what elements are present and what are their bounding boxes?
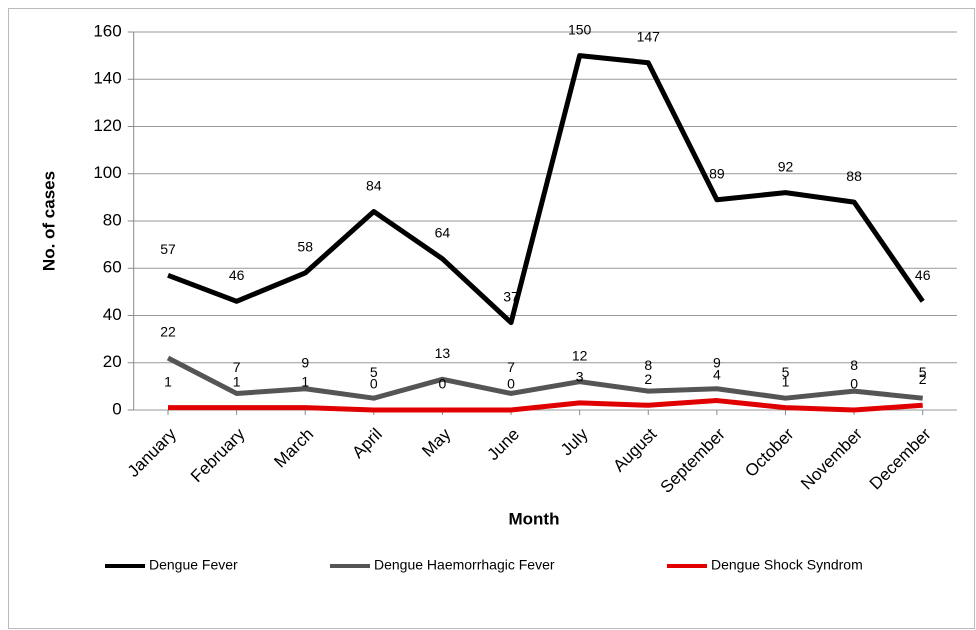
data-label: 37 (503, 288, 519, 304)
data-label: 2 (644, 371, 652, 387)
data-label: 8 (644, 357, 652, 373)
data-label: 84 (366, 177, 382, 193)
x-tick-label: April (348, 425, 385, 462)
data-label: 9 (301, 354, 309, 370)
data-label: 58 (297, 239, 313, 255)
data-label: 89 (709, 165, 725, 181)
x-tick-label: August (609, 424, 660, 475)
data-label: 5 (919, 364, 927, 380)
data-label: 46 (229, 267, 245, 283)
y-tick-label: 160 (93, 21, 121, 40)
x-tick-label: May (418, 424, 454, 460)
data-label: 46 (915, 267, 931, 283)
data-label: 4 (713, 366, 721, 382)
data-label: 0 (439, 376, 447, 392)
series-line (167, 53, 925, 326)
data-label: 88 (846, 168, 862, 184)
x-tick-label: June (484, 425, 524, 465)
x-axis-title: Month (509, 509, 560, 528)
legend-label: Dengue Fever (149, 557, 238, 573)
y-tick-label: 100 (93, 163, 121, 182)
data-label: 5 (370, 364, 378, 380)
data-label: 7 (233, 359, 241, 375)
data-label: 13 (435, 345, 451, 361)
data-label: 150 (568, 21, 592, 37)
data-label: 12 (572, 347, 588, 363)
legend-label: Dengue Shock Syndrom (711, 557, 863, 573)
legend-label: Dengue Haemorrhagic Fever (374, 557, 555, 573)
y-tick-label: 60 (103, 258, 122, 277)
x-tick-label: October (741, 424, 797, 480)
data-label: 7 (507, 359, 515, 375)
x-tick-label: July (557, 424, 592, 459)
y-tick-label: 80 (103, 210, 122, 229)
y-tick-label: 120 (93, 116, 121, 135)
frame (8, 8, 975, 629)
data-label: 0 (850, 376, 858, 392)
data-label: 0 (507, 376, 515, 392)
y-axis-title: No. of cases (39, 171, 58, 271)
data-label: 22 (160, 324, 176, 340)
data-label: 0 (370, 376, 378, 392)
series-line (166, 355, 923, 401)
x-tick-label: March (270, 425, 317, 472)
data-label: 57 (160, 241, 176, 257)
data-label: 5 (782, 364, 790, 380)
data-label: 2 (919, 371, 927, 387)
y-tick-label: 140 (93, 69, 121, 88)
data-label: 92 (778, 158, 794, 174)
data-label: 1 (301, 373, 309, 389)
x-tick-label: November (797, 424, 866, 493)
x-tick-label: January (124, 424, 181, 481)
data-label: 1 (782, 373, 790, 389)
x-tick-label: September (657, 424, 729, 496)
y-tick-label: 0 (112, 399, 121, 418)
x-tick-label: February (187, 424, 249, 486)
x-tick-label: December (866, 424, 935, 493)
data-label: 1 (164, 373, 172, 389)
data-label: 64 (435, 225, 451, 241)
data-label: 8 (850, 357, 858, 373)
data-label: 1 (233, 373, 241, 389)
data-label: 9 (713, 354, 721, 370)
series-line (168, 398, 923, 413)
y-tick-label: 20 (103, 352, 122, 371)
data-label: 3 (576, 369, 584, 385)
data-label: 147 (637, 28, 661, 44)
y-tick-label: 40 (103, 305, 122, 324)
